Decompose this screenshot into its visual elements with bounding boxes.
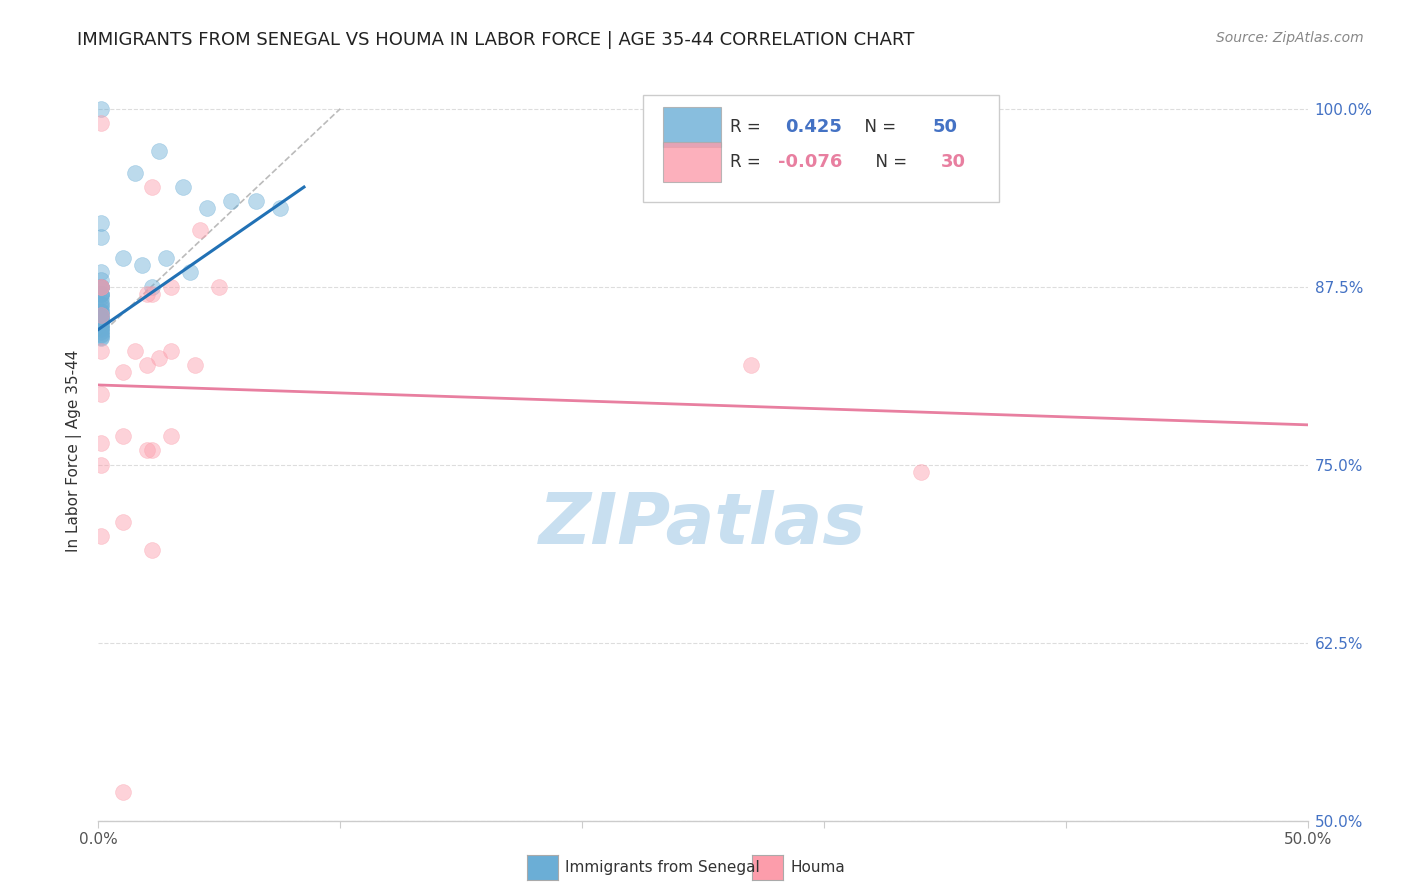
Point — [90, 322, 112, 336]
Point — [90, 279, 112, 293]
Point — [90, 436, 112, 450]
Point — [195, 202, 218, 216]
Point — [188, 223, 211, 237]
Text: Immigrants from Senegal: Immigrants from Senegal — [565, 860, 761, 874]
Point — [90, 116, 112, 130]
Point — [221, 194, 243, 209]
Point — [111, 429, 134, 443]
Point — [111, 515, 134, 529]
Point — [90, 293, 112, 308]
Point — [141, 286, 163, 301]
Point — [141, 443, 163, 458]
Point — [135, 286, 157, 301]
Point — [131, 258, 153, 272]
Point — [141, 180, 163, 194]
Point — [90, 324, 112, 338]
Point — [90, 307, 112, 321]
Text: 50: 50 — [932, 118, 957, 136]
Point — [172, 180, 194, 194]
Point — [90, 230, 112, 244]
Text: N =: N = — [855, 118, 901, 136]
Point — [148, 145, 170, 159]
Point — [90, 315, 112, 329]
Point — [90, 298, 112, 312]
Point — [740, 358, 762, 372]
Point — [90, 279, 112, 293]
Point — [90, 329, 112, 343]
Point — [90, 279, 112, 293]
Point — [90, 321, 112, 335]
Point — [90, 308, 112, 322]
Text: N =: N = — [865, 153, 912, 170]
Text: Houma: Houma — [790, 860, 845, 874]
Point — [111, 365, 134, 379]
Point — [160, 279, 183, 293]
Point — [90, 458, 112, 472]
Point — [90, 326, 112, 341]
Point — [90, 279, 112, 293]
Point — [90, 286, 112, 301]
Point — [910, 465, 932, 479]
Point — [90, 286, 112, 301]
Point — [90, 279, 112, 293]
Point — [90, 305, 112, 319]
FancyBboxPatch shape — [664, 142, 721, 182]
Point — [90, 286, 112, 301]
Point — [90, 314, 112, 328]
Point — [90, 304, 112, 318]
Point — [90, 343, 112, 358]
Point — [141, 543, 163, 558]
Text: 0.425: 0.425 — [785, 118, 842, 136]
Text: ZIPatlas: ZIPatlas — [540, 490, 866, 559]
Point — [90, 312, 112, 326]
Point — [135, 443, 157, 458]
Point — [90, 297, 112, 311]
Text: IMMIGRANTS FROM SENEGAL VS HOUMA IN LABOR FORCE | AGE 35-44 CORRELATION CHART: IMMIGRANTS FROM SENEGAL VS HOUMA IN LABO… — [77, 31, 915, 49]
Text: R =: R = — [730, 118, 770, 136]
Point — [111, 785, 134, 799]
Point — [160, 343, 183, 358]
Point — [124, 166, 146, 180]
Point — [90, 311, 112, 326]
Point — [245, 194, 267, 209]
Point — [90, 290, 112, 304]
Text: 30: 30 — [941, 153, 966, 170]
FancyBboxPatch shape — [664, 107, 721, 147]
Text: Source: ZipAtlas.com: Source: ZipAtlas.com — [1216, 31, 1364, 45]
Point — [90, 308, 112, 322]
Point — [90, 279, 112, 293]
Y-axis label: In Labor Force | Age 35-44: In Labor Force | Age 35-44 — [66, 350, 83, 551]
Point — [148, 351, 170, 365]
Point — [90, 317, 112, 331]
Point — [111, 252, 134, 266]
Text: -0.076: -0.076 — [778, 153, 842, 170]
Point — [269, 202, 291, 216]
Point — [90, 529, 112, 543]
Point — [141, 279, 163, 293]
Point — [90, 326, 112, 340]
Point — [90, 102, 112, 116]
Point — [90, 319, 112, 334]
Point — [90, 272, 112, 286]
Point — [90, 328, 112, 343]
Point — [90, 331, 112, 345]
Point — [208, 279, 231, 293]
Point — [155, 252, 177, 266]
Point — [135, 358, 157, 372]
Text: R =: R = — [730, 153, 766, 170]
Point — [184, 358, 207, 372]
Point — [90, 318, 112, 333]
Point — [90, 301, 112, 315]
Point — [90, 265, 112, 279]
Point — [90, 315, 112, 329]
Point — [90, 310, 112, 324]
Point — [90, 216, 112, 230]
Point — [90, 386, 112, 401]
Point — [179, 265, 201, 279]
Point — [124, 343, 146, 358]
Point — [160, 429, 183, 443]
FancyBboxPatch shape — [643, 95, 1000, 202]
